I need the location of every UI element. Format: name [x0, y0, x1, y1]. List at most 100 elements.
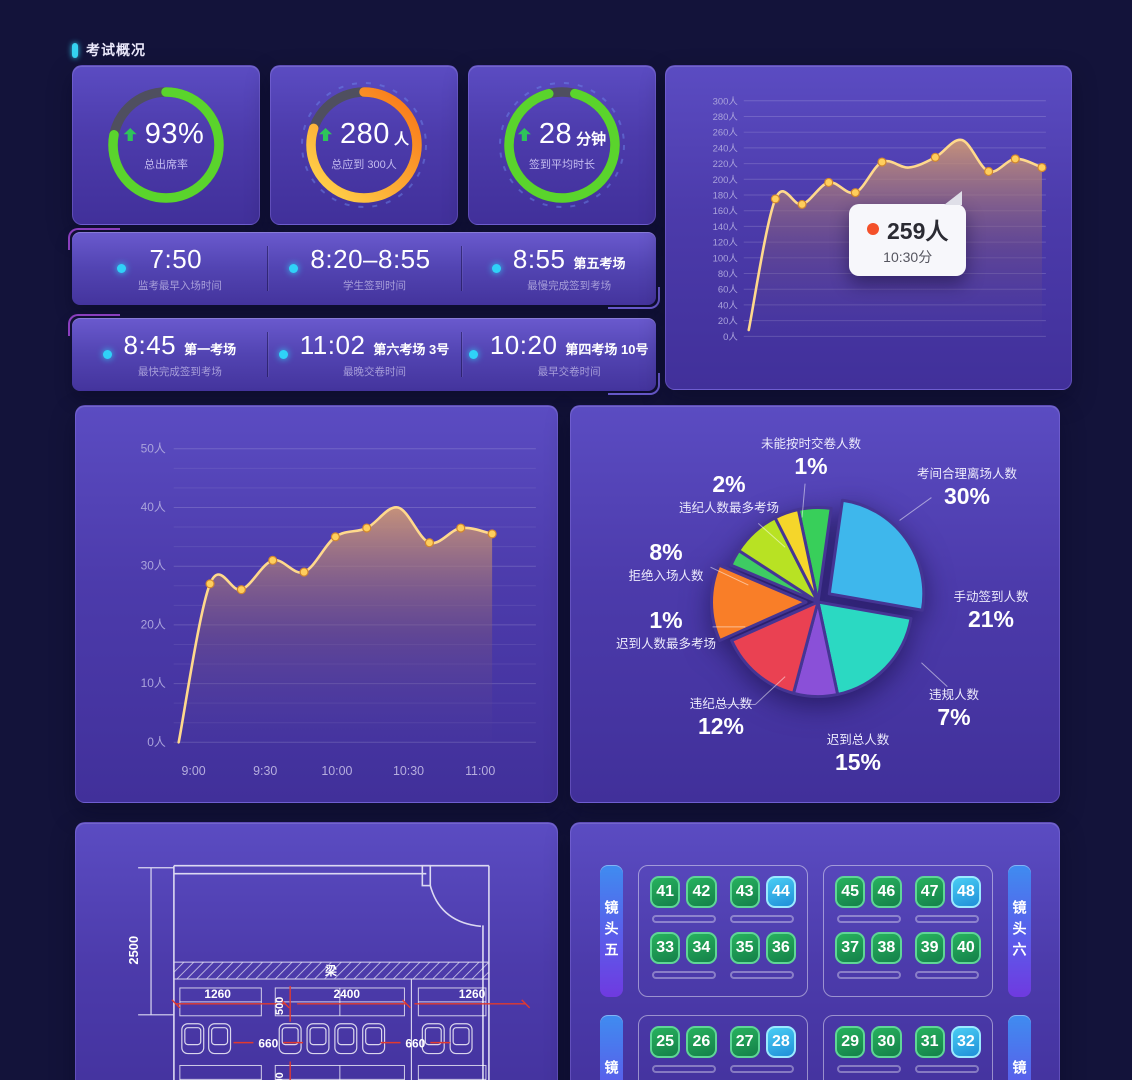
- breakdown-pie-chart[interactable]: [571, 406, 1059, 802]
- seat-47[interactable]: 47: [914, 876, 945, 908]
- desk-bar: [652, 1065, 716, 1073]
- seat-40[interactable]: 40: [950, 932, 981, 964]
- seat-46[interactable]: 46: [871, 876, 902, 908]
- desk-bar: [730, 915, 794, 923]
- svg-text:50人: 50人: [141, 441, 166, 455]
- dim-gap-top-label: 500: [274, 997, 286, 1015]
- svg-text:260人: 260人: [713, 128, 739, 139]
- stat-caption: 最快完成签到考场: [137, 366, 222, 378]
- pie-label: 未能按时交卷人数 1%: [760, 437, 862, 480]
- seat-42[interactable]: 42: [686, 876, 717, 908]
- section-title: 考试概况: [86, 42, 146, 58]
- dim-right-label: 1260: [459, 987, 486, 1001]
- stat-item: 8:20–8:55 学生签到时间: [266, 232, 462, 305]
- stat-caption: 监考最早入场时间: [137, 280, 222, 292]
- seat-34[interactable]: 34: [686, 932, 717, 964]
- stat-time: 8:20–8:55: [310, 244, 431, 274]
- svg-text:20人: 20人: [718, 316, 738, 327]
- pie-slice-1[interactable]: [827, 498, 926, 612]
- tooltip-value: 259人: [887, 218, 949, 244]
- up-arrow-icon: [517, 128, 531, 141]
- gauge-ring: [301, 82, 427, 208]
- svg-text:40人: 40人: [141, 500, 166, 514]
- section-header: 考试概况: [72, 40, 146, 60]
- svg-text:0人: 0人: [723, 332, 738, 343]
- seat-33[interactable]: 33: [650, 932, 681, 964]
- camera-label-left: 镜头五: [600, 865, 623, 997]
- seat-29[interactable]: 29: [835, 1026, 866, 1058]
- seat-26[interactable]: 26: [686, 1026, 717, 1058]
- dim-left-label: 1260: [204, 987, 231, 1001]
- seat-27[interactable]: 27: [729, 1026, 760, 1058]
- tooltip-dot-icon: [867, 223, 879, 235]
- svg-text:100人: 100人: [713, 253, 739, 264]
- dim-gap-bottom-label: 500: [274, 1072, 286, 1080]
- stat-caption: 最慢完成签到考场: [527, 280, 612, 292]
- svg-text:11:00: 11:00: [465, 764, 495, 778]
- pie-slice-8[interactable]: [773, 508, 820, 604]
- seat-45[interactable]: 45: [835, 876, 866, 908]
- seat-37[interactable]: 37: [835, 932, 866, 964]
- stat-item: 10:20 第四考场 10号 最早交卷时间: [461, 318, 656, 391]
- room-trend-chart[interactable]: 0人 10人 20人 30人 40人 50人 9:00 9:30 10:00 10:30 11:00: [76, 406, 557, 802]
- seat-25[interactable]: 25: [650, 1026, 681, 1058]
- pie-label: 1% 迟到人数最多考场: [615, 607, 717, 651]
- gauge-value: 280: [340, 118, 390, 150]
- svg-text:9:00: 9:00: [182, 764, 206, 778]
- up-arrow-icon: [319, 128, 333, 141]
- avg-signin-time-gauge: 28 分钟 签到平均时长: [469, 66, 655, 224]
- avg-signin-time-card: 28 分钟 签到平均时长: [468, 65, 656, 225]
- seat-31[interactable]: 31: [914, 1026, 945, 1058]
- dim-height-label: 2500: [126, 936, 141, 965]
- gauge-value: 93%: [144, 118, 205, 150]
- signin-trend-card: 0人 20人 40人 60人 80人 100人 120人 140人 160人 180人 200人 22…: [665, 65, 1072, 390]
- desk-bar: [730, 971, 794, 979]
- svg-text:60人: 60人: [718, 285, 738, 296]
- seat-36[interactable]: 36: [765, 932, 796, 964]
- camera-label-left: 镜头: [600, 1015, 623, 1080]
- desk-bar: [915, 1065, 979, 1073]
- pie-slice-4[interactable]: [730, 600, 820, 695]
- stat-time: 8:45: [123, 330, 177, 360]
- accent-bar-icon: [72, 42, 78, 58]
- camera-label-right: 镜头: [1008, 1015, 1031, 1080]
- seat-35[interactable]: 35: [729, 932, 760, 964]
- stat-item: 8:55 第五考场 最慢完成签到考场: [461, 232, 656, 305]
- pie-label: 8% 拒绝入场人数: [628, 539, 704, 583]
- bullet-dot-icon: [468, 350, 478, 359]
- bullet-dot-icon: [491, 264, 501, 273]
- desk-bar: [837, 915, 901, 923]
- pie-slice-5[interactable]: [710, 563, 808, 643]
- camera-label-right: 镜头六: [1008, 865, 1031, 997]
- gauge-value: 28: [538, 118, 573, 150]
- stat-item: 7:50 监考最早入场时间: [72, 232, 267, 305]
- signed-in-card: 280 人 总应到 300人: [270, 65, 458, 225]
- seat-48[interactable]: 48: [950, 876, 981, 908]
- stat-item: 11:02 第六考场 3号 最晚交卷时间: [266, 318, 462, 391]
- stat-caption: 最晚交卷时间: [343, 366, 406, 378]
- pie-label: 手动签到人数 21%: [953, 590, 1029, 633]
- pie-slice-2[interactable]: [816, 600, 913, 696]
- seat-39[interactable]: 39: [914, 932, 945, 964]
- floorplan-drawing: 2500 梁: [126, 864, 531, 1080]
- svg-text:10:30: 10:30: [393, 764, 424, 778]
- stat-suffix: 第五考场: [573, 256, 626, 271]
- seat-32[interactable]: 32: [950, 1026, 981, 1058]
- seat-43[interactable]: 43: [729, 876, 760, 908]
- svg-text:280人: 280人: [713, 112, 739, 123]
- seat-28[interactable]: 28: [765, 1026, 796, 1058]
- seat-41[interactable]: 41: [650, 876, 681, 908]
- stat-suffix: 第六考场 3号: [373, 342, 450, 357]
- room-trend-card: 0人 10人 20人 30人 40人 50人 9:00 9:30 10:00 10:30 11:00: [75, 405, 558, 803]
- seat-38[interactable]: 38: [871, 932, 902, 964]
- desk-bar: [837, 971, 901, 979]
- seat-44[interactable]: 44: [765, 876, 796, 908]
- beam-hatch: [173, 961, 490, 980]
- seat-block: 25 26 27 28: [638, 1015, 808, 1080]
- gauge-caption: 签到平均时长: [529, 159, 595, 171]
- seat-30[interactable]: 30: [871, 1026, 902, 1058]
- svg-text:200人: 200人: [713, 175, 739, 186]
- floorplan-card: 2500 梁: [75, 822, 558, 1080]
